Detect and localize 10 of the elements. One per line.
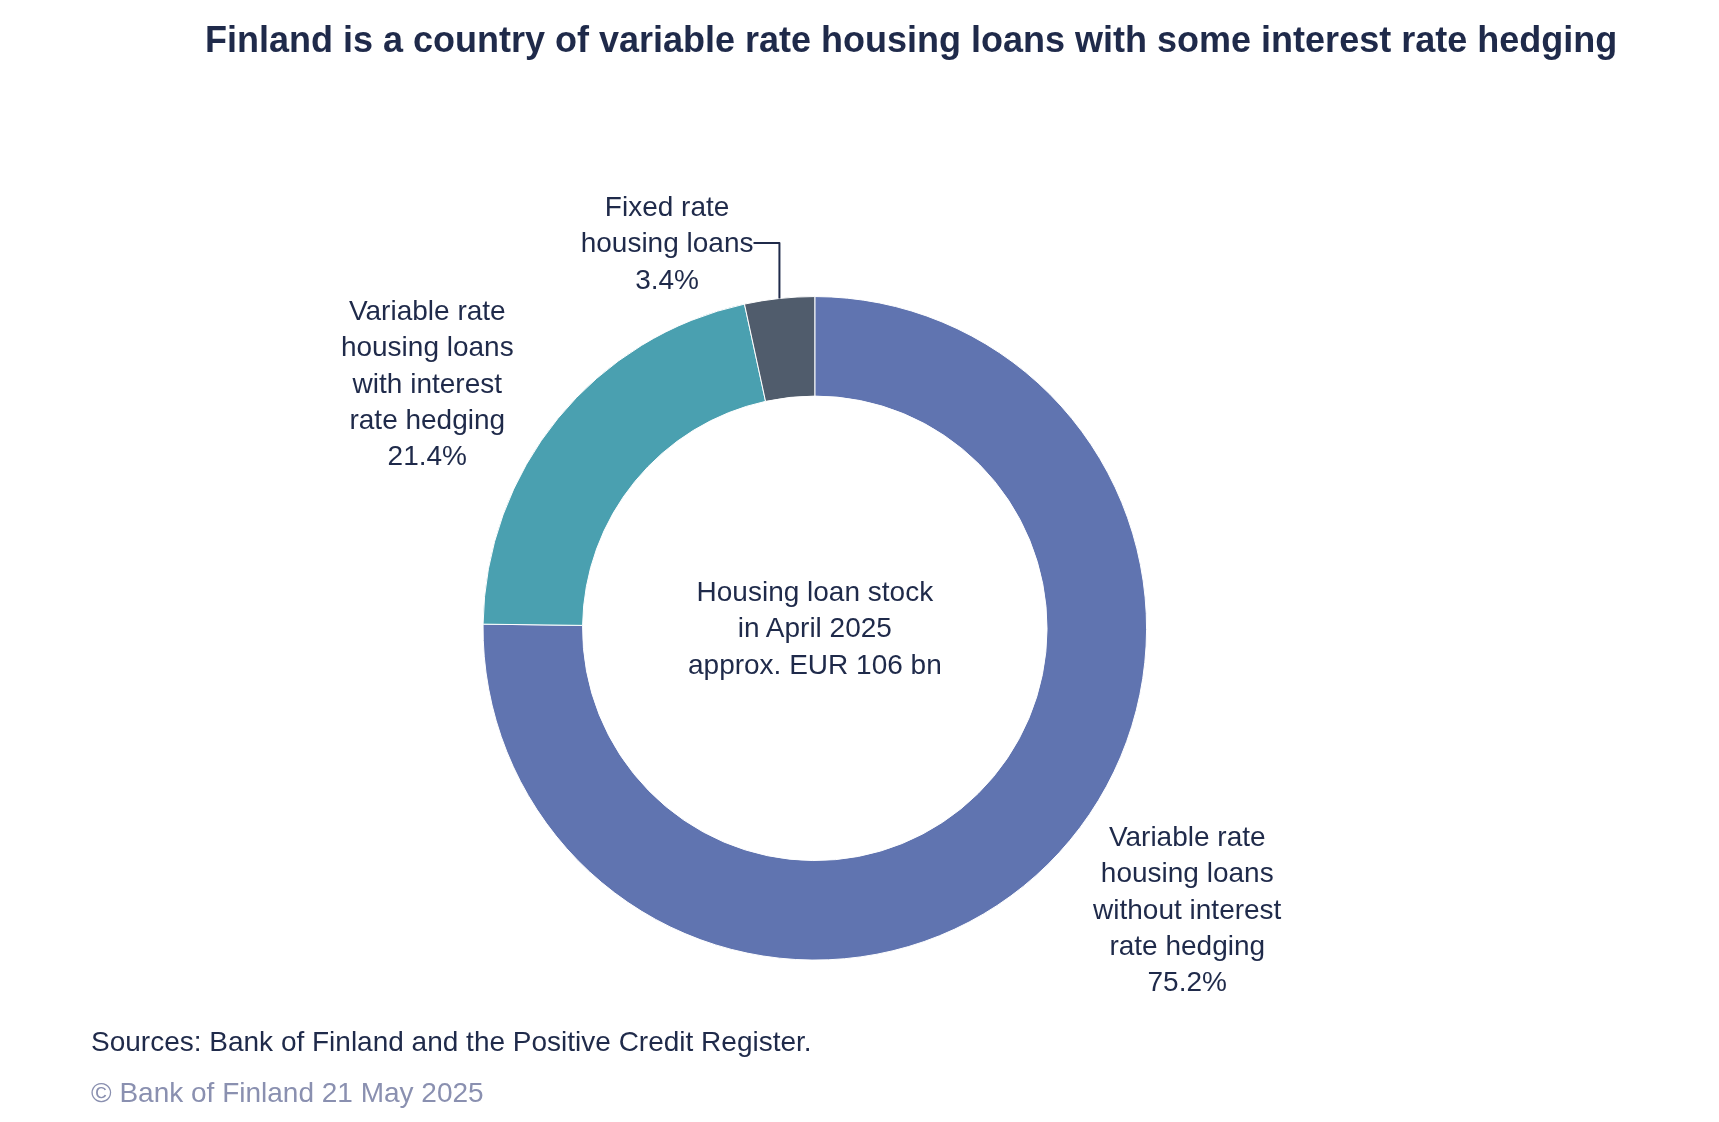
slice-label: Variable rate housing loans with interest rate hedging — [340, 294, 514, 436]
chart-title: Finland is a country of variable rate housing loans with some interest rate hedging — [204, 18, 1618, 60]
data-label: 75.2% — [1147, 966, 1227, 998]
data-label: 3.4% — [635, 263, 699, 295]
slice-label: Fixed rate housing loans — [580, 191, 754, 259]
data-label: 21.4% — [387, 440, 467, 472]
text: © Bank of Finland 21 May 2025 — [91, 1077, 484, 1108]
slice-label: Variable rate housing loans without interest rate hedging — [1092, 820, 1282, 961]
text: Housing loan stock in April 2025 approx. EUR 106 bn — [688, 576, 942, 680]
source-note: Sources: Bank of Finland and the Positive Credit Register. — [91, 1026, 812, 1057]
